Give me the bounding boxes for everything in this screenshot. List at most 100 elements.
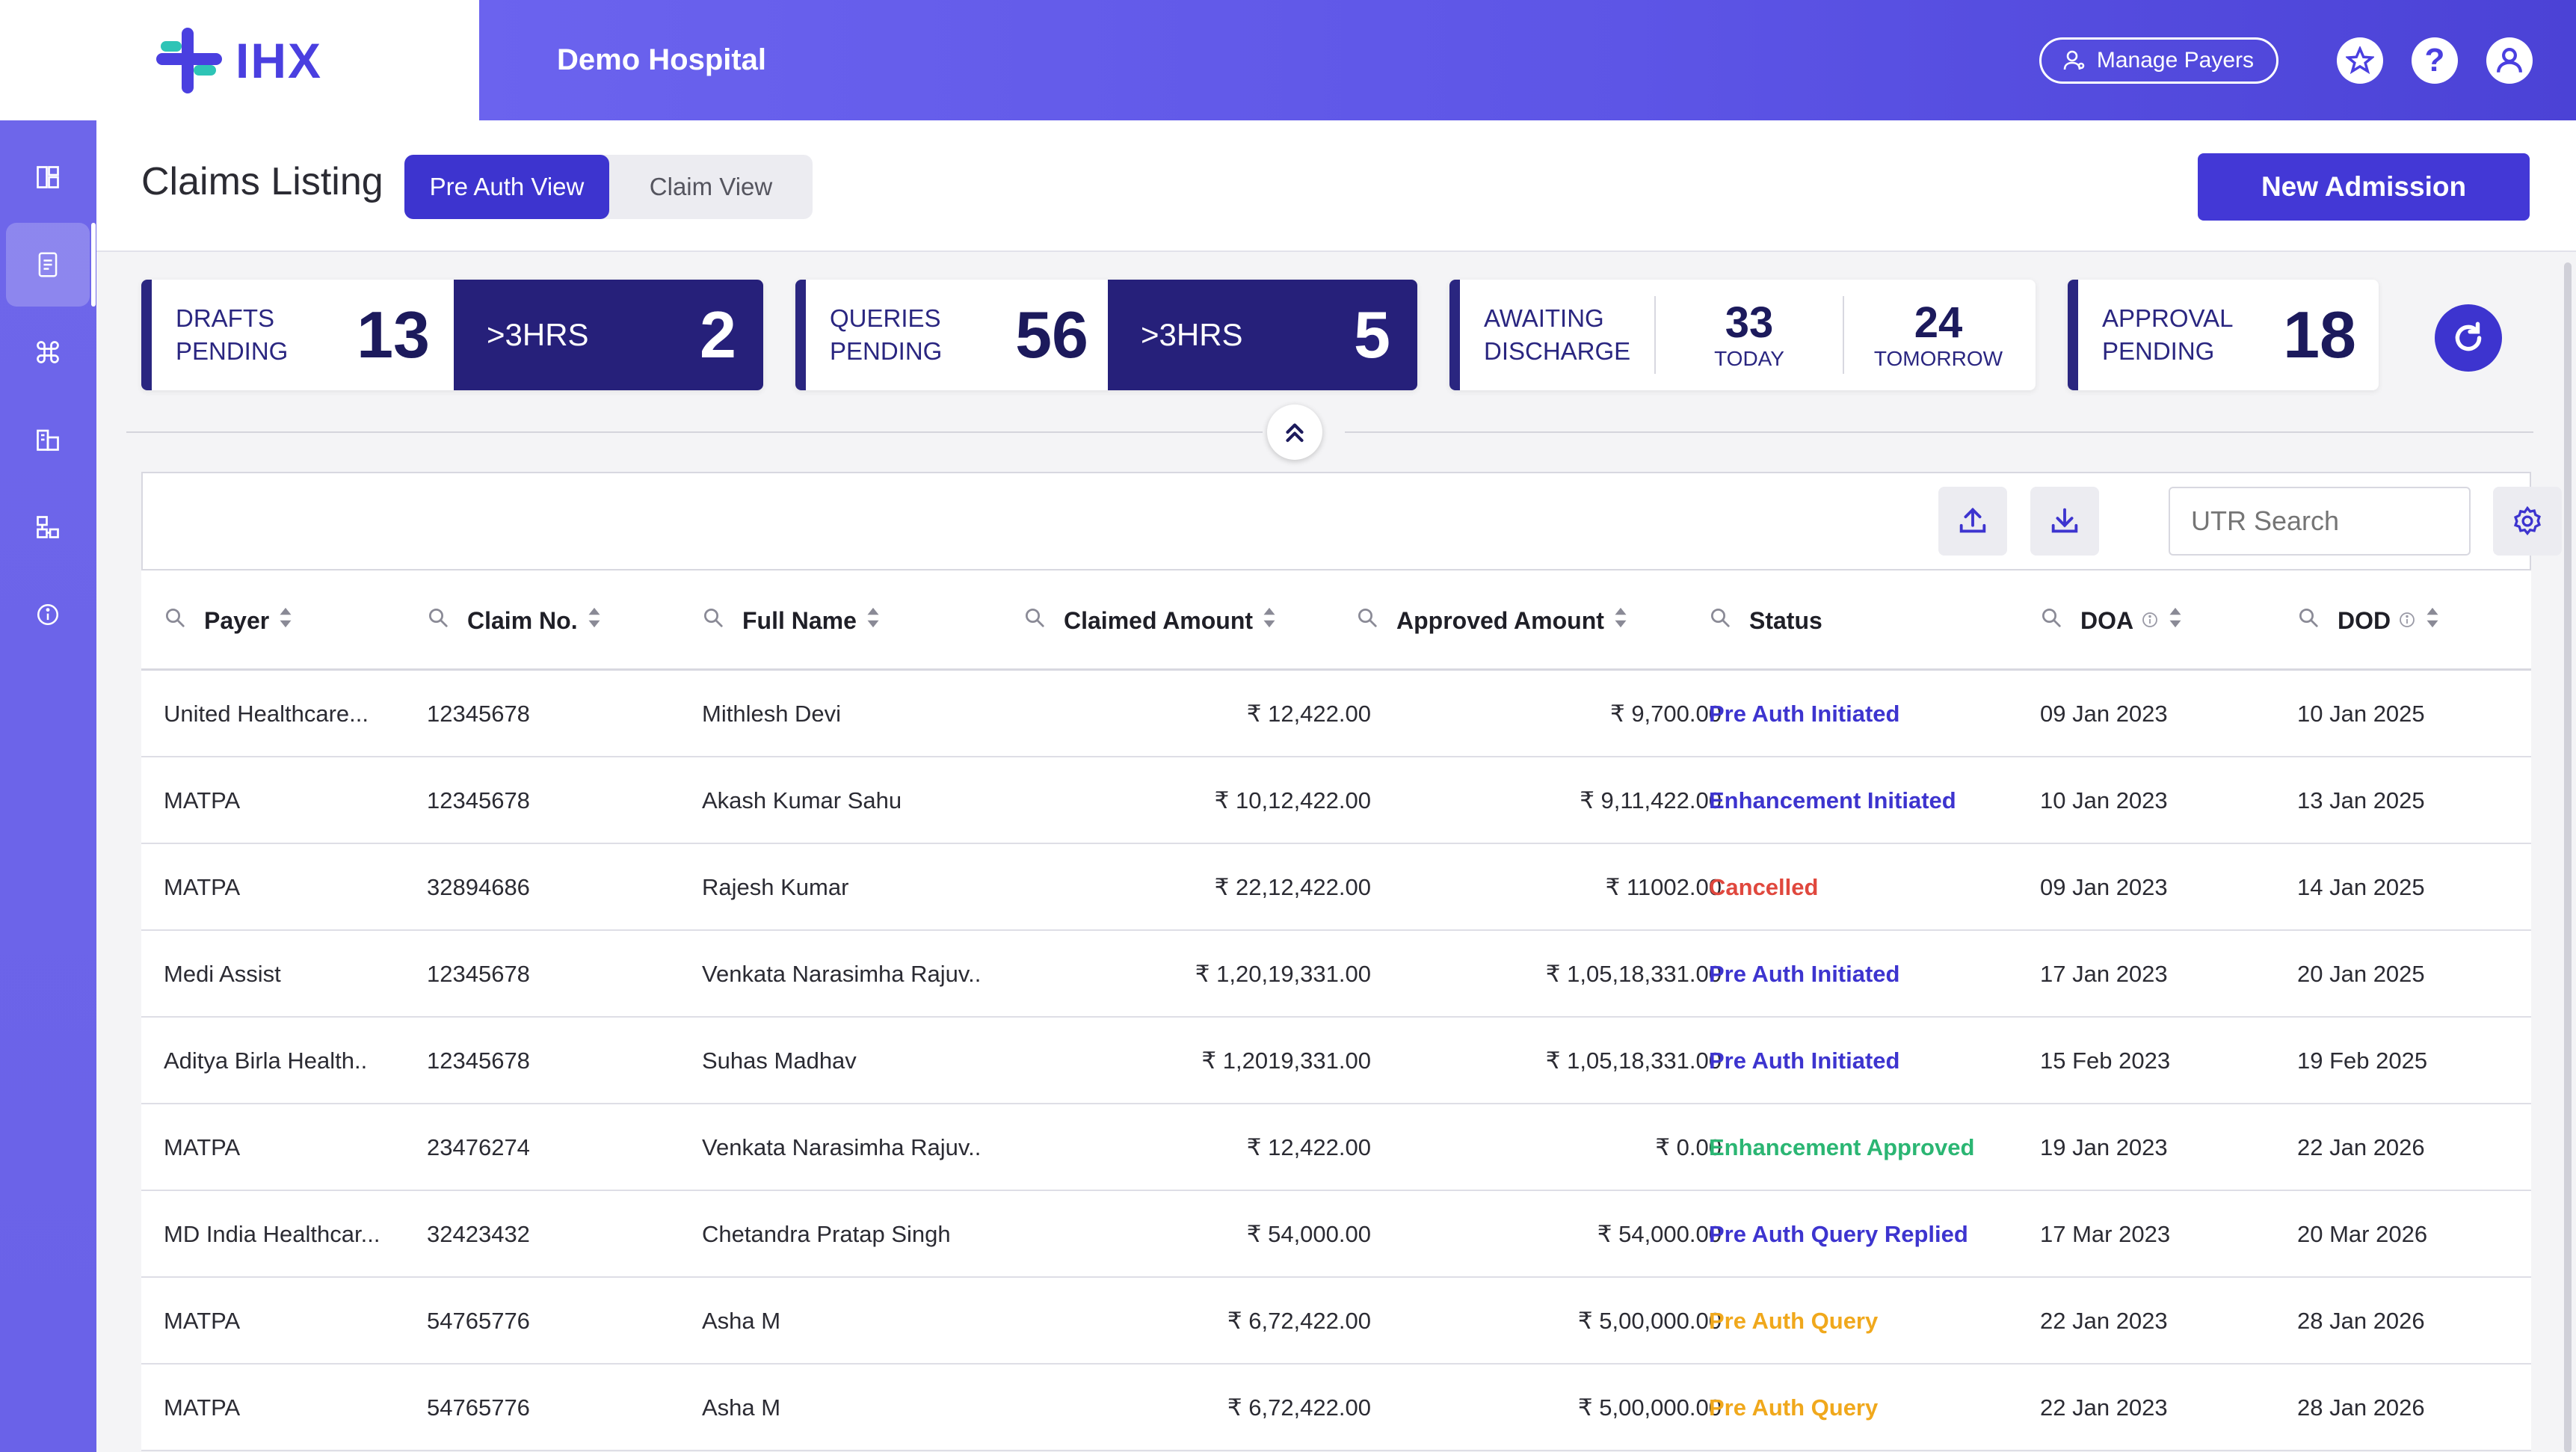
profile-button[interactable] (2486, 37, 2533, 84)
column-search-icon[interactable] (164, 606, 186, 635)
vertical-scrollbar[interactable] (2564, 262, 2572, 1452)
logo-text: IHX (235, 32, 323, 88)
cell-dod: 19 Feb 2025 (2297, 1048, 2428, 1074)
sort-icon[interactable] (2425, 606, 2440, 635)
divider-left (126, 431, 1263, 433)
column-search-icon[interactable] (2040, 606, 2062, 635)
cell-approved: ₹ 9,700.00 (1609, 701, 1722, 727)
sidebar-item-hierarchy[interactable] (6, 485, 90, 569)
cell-payer: Aditya Birla Health.. (164, 1048, 368, 1074)
sidebar-item-organization[interactable] (6, 398, 90, 482)
column-search-icon[interactable] (1356, 606, 1378, 635)
table-row[interactable]: MATPA 12345678 Akash Kumar Sahu ₹ 10,12,422… (141, 757, 2531, 844)
collapse-stats-button[interactable] (1267, 404, 1322, 460)
discharge-tomorrow[interactable]: 24 TOMORROW (1844, 280, 2033, 390)
favorites-button[interactable] (2337, 37, 2383, 84)
table-settings-button[interactable] (2493, 487, 2562, 556)
column-header-payer[interactable]: Payer (164, 570, 293, 671)
queries-pending-card[interactable]: QUERIES PENDING 56 >3HRS 5 (795, 280, 1417, 390)
column-header-claimed-amount[interactable]: Claimed Amount (1023, 570, 1277, 671)
sidebar-item-claims[interactable] (6, 223, 96, 307)
building-icon (37, 429, 59, 451)
table-row[interactable]: United Healthcare... 12345678 Mithlesh Dev… (141, 671, 2531, 757)
column-header-dod[interactable]: DOD (2297, 570, 2440, 671)
cell-claim-no: 54765776 (427, 1308, 530, 1334)
refresh-button[interactable] (2435, 304, 2502, 372)
drafts-hrs-count: 2 (700, 298, 736, 372)
column-search-icon[interactable] (1709, 606, 1731, 635)
info-icon[interactable] (2141, 607, 2159, 635)
drafts-pending-count: 13 (357, 298, 430, 372)
divider-right (1345, 431, 2533, 433)
cell-name: Mithlesh Devi (702, 701, 842, 727)
logo[interactable]: IHX (0, 0, 479, 120)
sidebar-item-dashboard[interactable] (6, 135, 90, 219)
cell-name: Suhas Madhav (702, 1048, 857, 1074)
table-row[interactable]: MATPA 23476274 Venkata Narasimha Rajuv.. ₹ … (141, 1104, 2531, 1191)
cell-status: Enhancement Initiated (1709, 787, 1956, 813)
approval-pending-card[interactable]: APPROVAL PENDING 18 (2068, 280, 2379, 390)
sidebar (0, 120, 96, 1452)
sort-icon[interactable] (1262, 606, 1277, 635)
ihx-logo-icon (156, 27, 222, 93)
drafts-over-3hrs[interactable]: >3HRS 2 (454, 280, 763, 390)
drafts-pending-section: DRAFTS PENDING 13 (152, 280, 454, 390)
awaiting-label-line1: AWAITING (1484, 304, 1604, 332)
cell-claimed: ₹ 22,12,422.00 (1214, 874, 1371, 900)
table-row[interactable]: MATPA 32894686 Rajesh Kumar ₹ 22,12,422.00 ₹… (141, 844, 2531, 931)
help-button[interactable]: ? (2412, 37, 2458, 84)
cell-dod: 10 Jan 2025 (2297, 701, 2425, 727)
sort-icon[interactable] (866, 606, 881, 635)
column-header-label: Full Name (742, 606, 857, 634)
column-header-full-name[interactable]: Full Name (702, 570, 881, 671)
manage-payers-label: Manage Payers (2096, 47, 2254, 73)
info-icon[interactable] (2398, 607, 2416, 635)
cell-payer: MATPA (164, 1134, 241, 1160)
cell-dod: 28 Jan 2026 (2297, 1394, 2425, 1421)
discharge-today[interactable]: 33 TODAY (1656, 296, 1844, 374)
awaiting-discharge-card[interactable]: AWAITING DISCHARGE 33 TODAY 24 TOMORROW (1449, 280, 2036, 390)
user-avatar-icon (2497, 47, 2522, 73)
hospital-name: Demo Hospital (557, 43, 767, 76)
table-row[interactable]: Medi Assist 12345678 Venkata Narasimha Raj… (141, 931, 2531, 1018)
sort-icon[interactable] (278, 606, 293, 635)
table-row[interactable]: Aditya Birla Health.. 12345678 Suhas Madha… (141, 1018, 2531, 1104)
column-search-icon[interactable] (702, 606, 724, 635)
download-button[interactable] (2030, 487, 2099, 556)
sort-icon[interactable] (1613, 606, 1628, 635)
awaiting-discharge-label: AWAITING DISCHARGE (1460, 296, 1656, 374)
column-header-doa[interactable]: DOA (2040, 570, 2183, 671)
column-search-icon[interactable] (1023, 606, 1046, 635)
sort-icon[interactable] (2168, 606, 2183, 635)
main-content: Claims Listing Pre Auth View Claim View … (96, 120, 2576, 1452)
cell-claim-no: 32894686 (427, 874, 530, 900)
utr-search-input[interactable] (2169, 487, 2471, 556)
cell-approved: ₹ 1,05,18,331.00 (1545, 1048, 1722, 1074)
claim-view-tab[interactable]: Claim View (649, 173, 773, 200)
approval-pending-label: APPROVAL PENDING (2102, 302, 2233, 368)
new-admission-button[interactable]: New Admission (2198, 153, 2530, 221)
manage-payers-button[interactable]: Manage Payers (2039, 37, 2278, 84)
column-header-approved-amount[interactable]: Approved Amount (1356, 570, 1628, 671)
drafts-pending-card[interactable]: DRAFTS PENDING 13 >3HRS 2 (141, 280, 763, 390)
column-search-icon[interactable] (2297, 606, 2320, 635)
drafts-label-line2: PENDING (176, 337, 289, 365)
sort-icon[interactable] (587, 606, 602, 635)
queries-over-3hrs[interactable]: >3HRS 5 (1108, 280, 1417, 390)
table-row[interactable]: MATPA 54765776 Asha M ₹ 6,72,422.00 ₹ 5,00,0… (141, 1365, 2531, 1451)
column-header-status[interactable]: Status (1709, 570, 1822, 671)
column-header-claim-no[interactable]: Claim No. (427, 570, 602, 671)
cell-name: Venkata Narasimha Rajuv.. (702, 961, 982, 987)
table-body: United Healthcare... 12345678 Mithlesh Dev… (141, 671, 2531, 1451)
cell-status: Pre Auth Query (1709, 1394, 1879, 1421)
queries-label-line1: QUERIES (830, 304, 941, 332)
cell-name: Akash Kumar Sahu (702, 787, 902, 813)
upload-button[interactable] (1938, 487, 2007, 556)
column-search-icon[interactable] (427, 606, 449, 635)
table-row[interactable]: MATPA 54765776 Asha M ₹ 6,72,422.00 ₹ 5,00,0… (141, 1278, 2531, 1365)
table-row[interactable]: MD India Healthcar... 32423432 Chetandra P… (141, 1191, 2531, 1278)
header-bar: Demo Hospital Manage Payers ? (479, 0, 2576, 120)
pre-auth-view-tab[interactable]: Pre Auth View (404, 155, 609, 219)
sidebar-item-integrations[interactable] (6, 310, 90, 394)
sidebar-item-info[interactable] (6, 573, 90, 656)
